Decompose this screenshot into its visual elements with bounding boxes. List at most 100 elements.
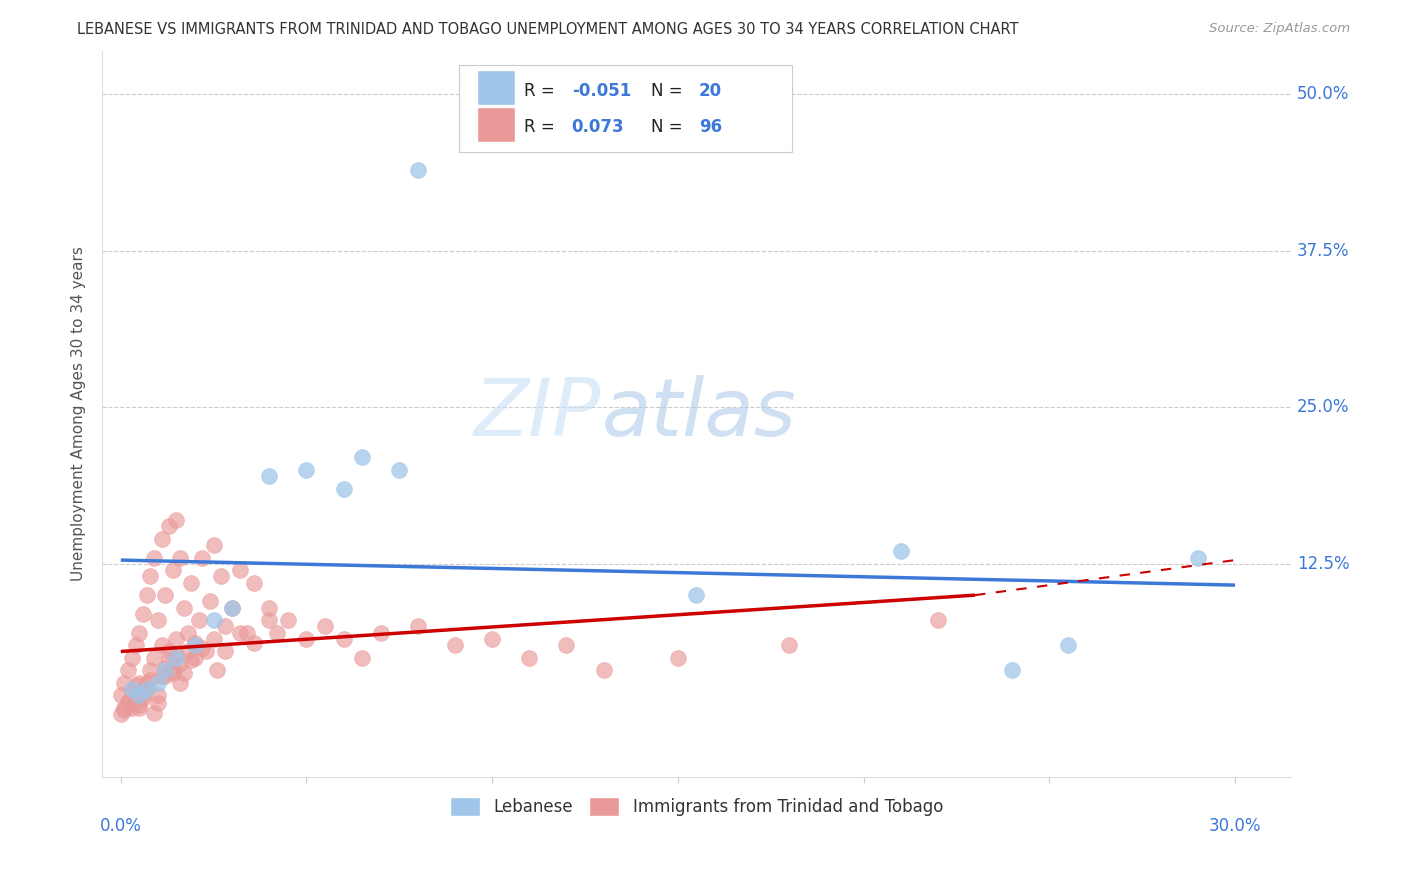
Point bbox=[114, 700, 136, 714]
Point bbox=[110, 706, 132, 721]
Text: R =: R = bbox=[524, 82, 560, 100]
Point bbox=[162, 563, 184, 577]
Text: 0.073: 0.073 bbox=[572, 118, 624, 136]
Point bbox=[135, 681, 157, 696]
FancyBboxPatch shape bbox=[477, 107, 515, 143]
Point bbox=[117, 663, 139, 677]
Point bbox=[150, 669, 173, 683]
Point bbox=[295, 632, 318, 646]
Point bbox=[176, 644, 198, 658]
Point bbox=[121, 700, 143, 714]
Text: N =: N = bbox=[651, 82, 688, 100]
Point bbox=[132, 690, 155, 705]
Text: ZIP: ZIP bbox=[474, 375, 602, 452]
Point bbox=[266, 625, 288, 640]
Point bbox=[184, 650, 207, 665]
Point bbox=[166, 513, 188, 527]
Point bbox=[135, 675, 157, 690]
Point bbox=[295, 463, 318, 477]
Point bbox=[370, 625, 392, 640]
Point bbox=[1187, 550, 1209, 565]
Point bbox=[128, 698, 150, 713]
Point bbox=[150, 532, 173, 546]
Point bbox=[890, 544, 912, 558]
Point bbox=[146, 696, 169, 710]
Point bbox=[121, 650, 143, 665]
Point bbox=[173, 600, 195, 615]
Y-axis label: Unemployment Among Ages 30 to 34 years: Unemployment Among Ages 30 to 34 years bbox=[72, 246, 86, 581]
FancyBboxPatch shape bbox=[477, 70, 515, 104]
Point bbox=[157, 644, 180, 658]
Point bbox=[221, 600, 243, 615]
Point bbox=[259, 600, 281, 615]
Point bbox=[166, 632, 188, 646]
Point bbox=[202, 613, 225, 627]
Point bbox=[114, 703, 136, 717]
Point bbox=[214, 644, 236, 658]
Point bbox=[228, 563, 250, 577]
Point bbox=[139, 663, 162, 677]
Point bbox=[180, 653, 202, 667]
Point bbox=[162, 663, 184, 677]
Point bbox=[114, 675, 136, 690]
Point bbox=[1057, 638, 1080, 652]
Point bbox=[406, 619, 429, 633]
Point bbox=[259, 613, 281, 627]
Point bbox=[146, 613, 169, 627]
Point bbox=[180, 575, 202, 590]
Point bbox=[135, 588, 157, 602]
Point bbox=[121, 681, 143, 696]
Point bbox=[352, 450, 374, 465]
Point bbox=[155, 669, 177, 683]
Point bbox=[121, 686, 143, 700]
Point bbox=[666, 650, 689, 665]
Point bbox=[132, 607, 155, 621]
Text: 12.5%: 12.5% bbox=[1296, 555, 1350, 573]
Text: -0.051: -0.051 bbox=[572, 82, 631, 100]
Point bbox=[927, 613, 949, 627]
Point bbox=[143, 650, 166, 665]
Point bbox=[209, 569, 232, 583]
Text: N =: N = bbox=[651, 118, 688, 136]
Point bbox=[332, 632, 354, 646]
Point bbox=[228, 625, 250, 640]
Point bbox=[221, 600, 243, 615]
Point bbox=[132, 688, 155, 702]
Point bbox=[406, 162, 429, 177]
Point bbox=[169, 675, 191, 690]
Point bbox=[214, 619, 236, 633]
Point bbox=[117, 694, 139, 708]
Point bbox=[243, 636, 266, 650]
Point bbox=[169, 657, 191, 671]
Point bbox=[155, 661, 177, 675]
Text: 25.0%: 25.0% bbox=[1296, 399, 1350, 417]
Point bbox=[184, 638, 207, 652]
Point bbox=[184, 636, 207, 650]
Point bbox=[128, 625, 150, 640]
Point bbox=[388, 463, 411, 477]
Point bbox=[143, 550, 166, 565]
Point bbox=[166, 648, 188, 663]
Text: atlas: atlas bbox=[602, 375, 796, 452]
Point bbox=[191, 640, 214, 655]
Point bbox=[166, 650, 188, 665]
Legend: Lebanese, Immigrants from Trinidad and Tobago: Lebanese, Immigrants from Trinidad and T… bbox=[443, 790, 950, 822]
Point bbox=[191, 550, 214, 565]
Point bbox=[110, 688, 132, 702]
Text: Source: ZipAtlas.com: Source: ZipAtlas.com bbox=[1209, 22, 1350, 36]
Text: 96: 96 bbox=[699, 118, 723, 136]
Point bbox=[128, 688, 150, 702]
FancyBboxPatch shape bbox=[458, 65, 792, 153]
Point bbox=[128, 675, 150, 690]
Point bbox=[155, 588, 177, 602]
Point bbox=[685, 588, 707, 602]
Text: 30.0%: 30.0% bbox=[1209, 816, 1261, 835]
Point bbox=[198, 594, 221, 608]
Point bbox=[481, 632, 503, 646]
Point bbox=[157, 519, 180, 533]
Point bbox=[332, 482, 354, 496]
Point bbox=[187, 613, 209, 627]
Point bbox=[139, 569, 162, 583]
Text: 20: 20 bbox=[699, 82, 723, 100]
Point bbox=[150, 638, 173, 652]
